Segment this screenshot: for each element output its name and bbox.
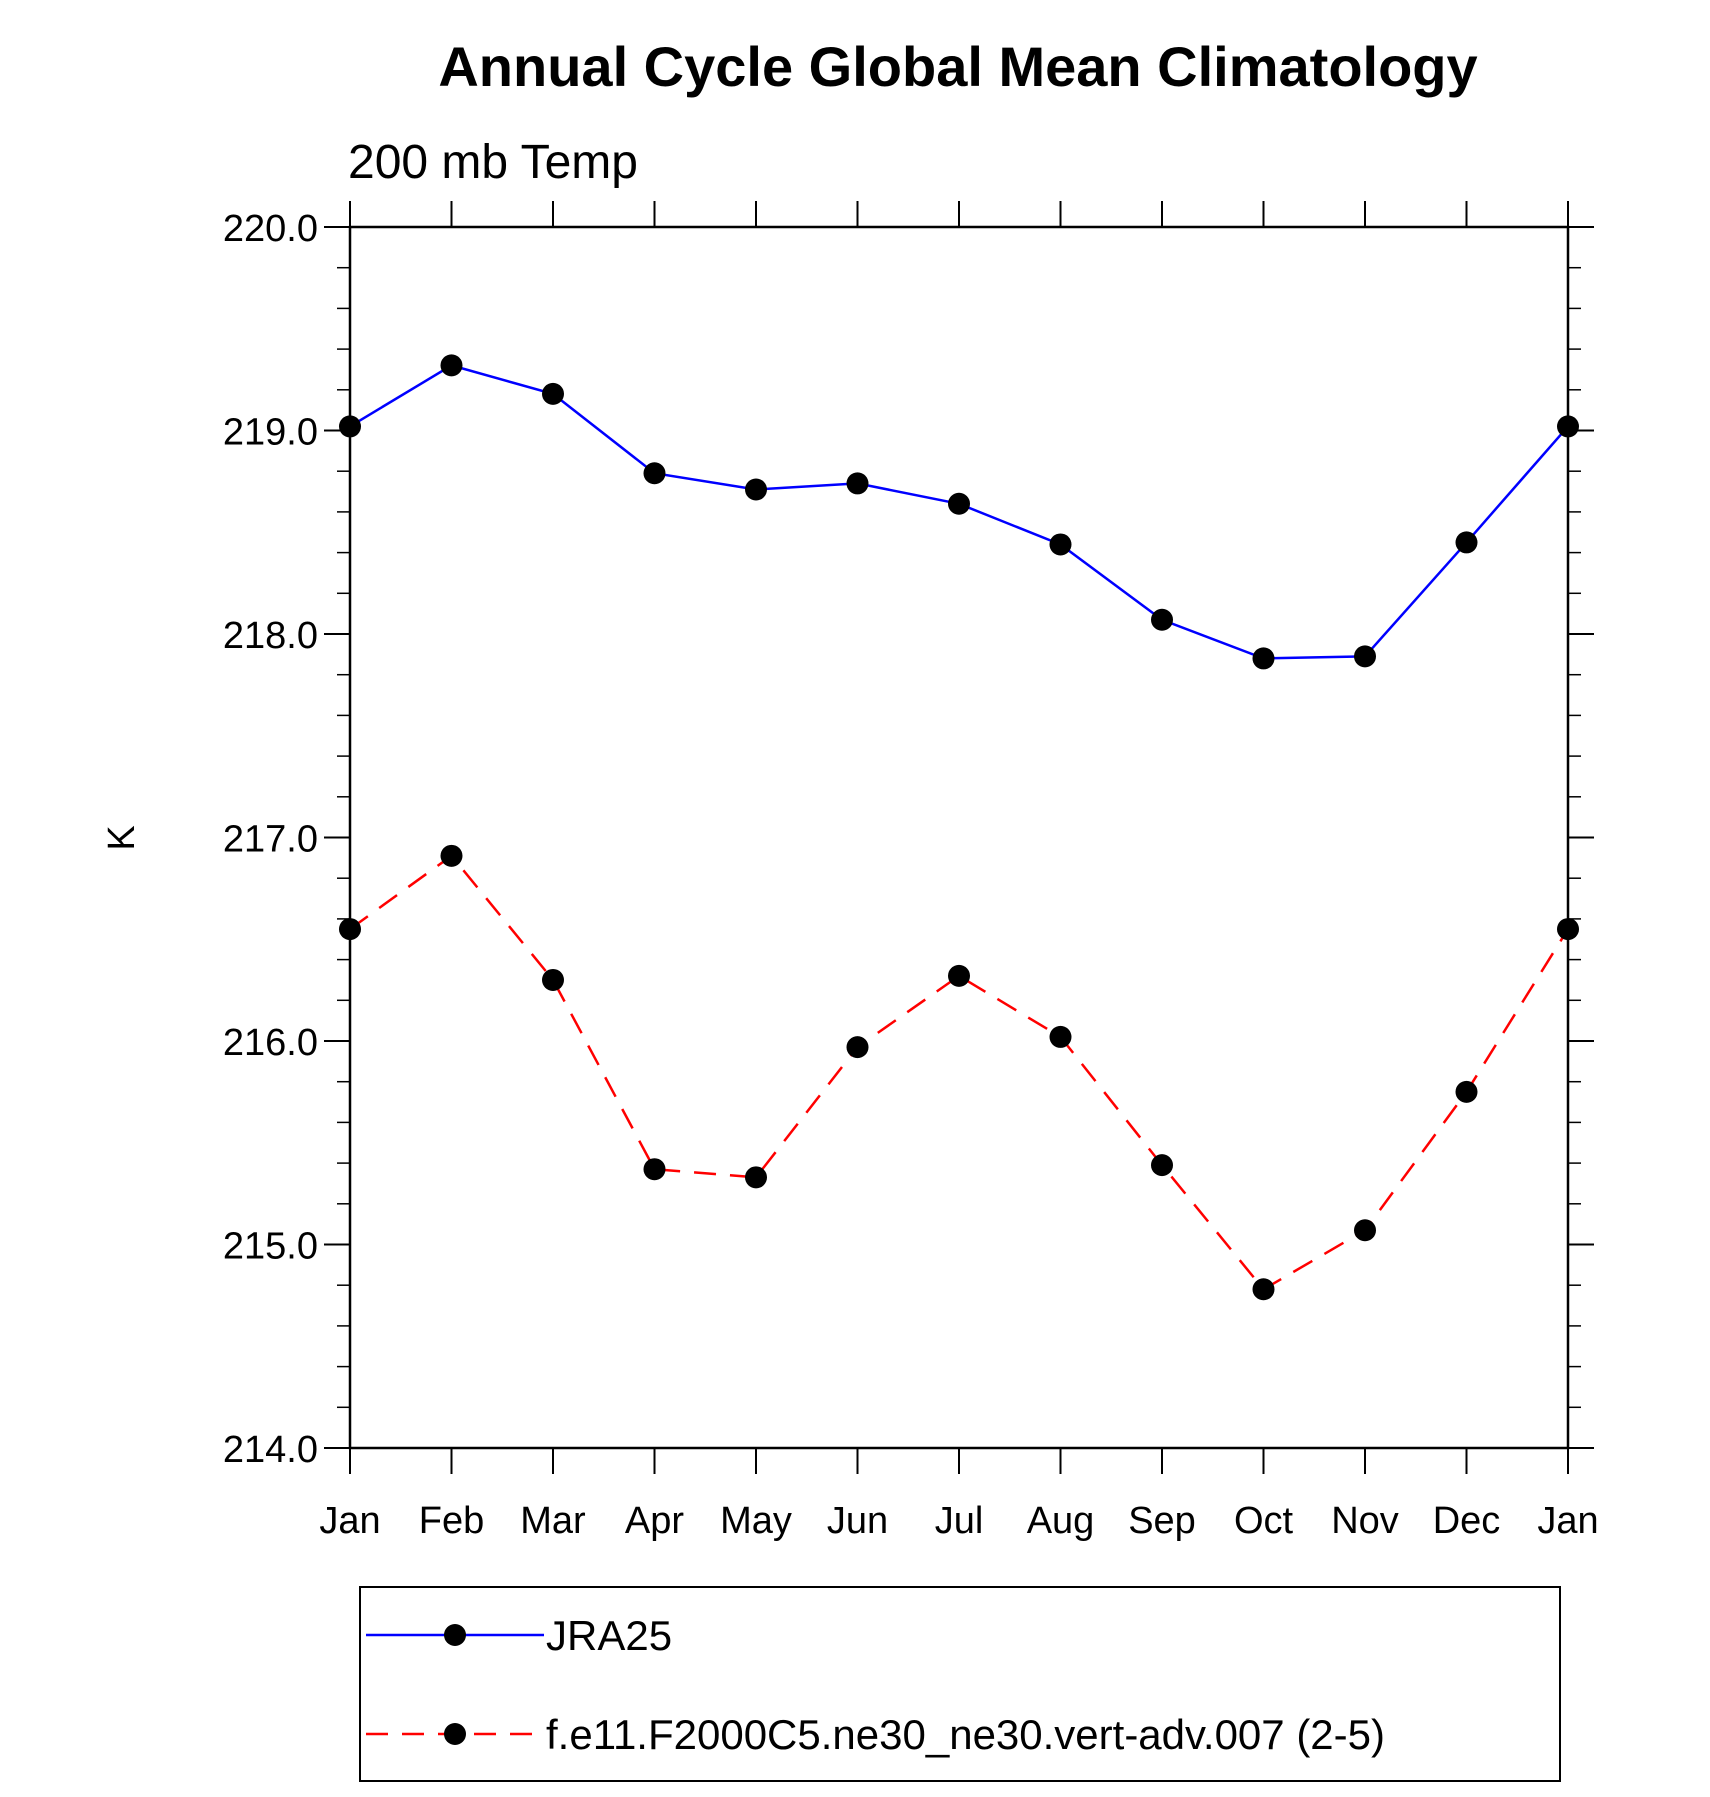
- data-point-series-0: [1252, 647, 1275, 670]
- data-point-series-1: [643, 1158, 666, 1181]
- x-tick-label: Nov: [1331, 1500, 1399, 1542]
- x-tick-label: Oct: [1234, 1500, 1294, 1542]
- y-tick-label: 214.0: [223, 1429, 318, 1471]
- data-point-series-1: [1455, 1080, 1478, 1103]
- x-tick-label: Sep: [1128, 1500, 1196, 1542]
- x-tick-label: Dec: [1433, 1500, 1501, 1542]
- y-tick-label: 219.0: [223, 412, 318, 454]
- x-tick-label: Jan: [1537, 1500, 1598, 1542]
- legend-box: [359, 1586, 1561, 1782]
- data-point-series-1: [1557, 918, 1579, 941]
- y-tick-label: 216.0: [223, 1022, 318, 1064]
- axis-ticks: [324, 201, 1594, 1474]
- legend-marker-model: [444, 1723, 466, 1745]
- plot-area-border: [348, 225, 1570, 1450]
- x-tick-label: Jun: [827, 1500, 888, 1542]
- series-line-1: [349, 854, 1570, 1291]
- y-tick-labels: 214.0 215.0 216.0 217.0 218.0 219.0 220.0: [223, 208, 318, 1471]
- data-point-series-0: [1455, 531, 1478, 554]
- x-tick-labels: Jan Feb Mar Apr May Jun Jul Aug Sep Oct Nov Dec Jan: [319, 1500, 1598, 1542]
- x-tick-label: Jan: [319, 1500, 380, 1542]
- plot-frame: [348, 225, 1570, 1450]
- data-point-series-0: [745, 478, 767, 501]
- chart-subtitle: 200 mb Temp: [348, 136, 638, 189]
- data-point-series-0: [643, 462, 666, 485]
- legend-marker-jra25: [444, 1624, 466, 1646]
- chart-title: Annual Cycle Global Mean Climatology: [438, 35, 1477, 98]
- x-tick-label: Mar: [520, 1500, 586, 1542]
- y-tick-label: 217.0: [223, 819, 318, 861]
- legend-label-jra25: JRA25: [546, 1612, 672, 1659]
- data-point-series-1: [745, 1166, 767, 1189]
- legend: JRA25 f.e11.F2000C5.ne30_ne30.vert-adv.0…: [359, 1586, 1561, 1782]
- data-point-series-0: [339, 415, 361, 438]
- data-point-series-1: [339, 918, 361, 941]
- data-point-series-0: [846, 472, 869, 495]
- series-layer: [339, 354, 1579, 1301]
- y-axis-label: K: [101, 825, 143, 850]
- x-tick-label: Apr: [625, 1500, 684, 1542]
- data-point-series-0: [1354, 645, 1376, 668]
- data-point-series-0: [542, 382, 564, 405]
- y-tick-label: 220.0: [223, 208, 318, 250]
- data-point-series-1: [440, 844, 463, 867]
- x-tick-label: Feb: [419, 1500, 484, 1542]
- data-point-series-1: [1252, 1278, 1275, 1301]
- data-point-series-1: [542, 968, 564, 991]
- legend-label-model: f.e11.F2000C5.ne30_ne30.vert-adv.007 (2-…: [546, 1711, 1385, 1758]
- data-point-series-1: [1354, 1219, 1376, 1242]
- data-point-series-0: [440, 354, 463, 377]
- data-point-series-0: [948, 492, 970, 515]
- data-point-series-1: [948, 964, 970, 987]
- y-tick-label: 215.0: [223, 1226, 318, 1268]
- data-point-series-0: [1151, 608, 1173, 631]
- data-point-series-1: [1151, 1154, 1173, 1177]
- y-tick-label: 218.0: [223, 615, 318, 657]
- x-tick-label: Aug: [1027, 1500, 1095, 1542]
- x-tick-label: May: [720, 1500, 792, 1542]
- data-point-series-0: [1557, 415, 1579, 438]
- x-tick-label: Jul: [935, 1500, 984, 1542]
- data-point-series-1: [846, 1036, 869, 1059]
- data-point-series-1: [1049, 1025, 1072, 1048]
- data-point-series-0: [1049, 533, 1072, 556]
